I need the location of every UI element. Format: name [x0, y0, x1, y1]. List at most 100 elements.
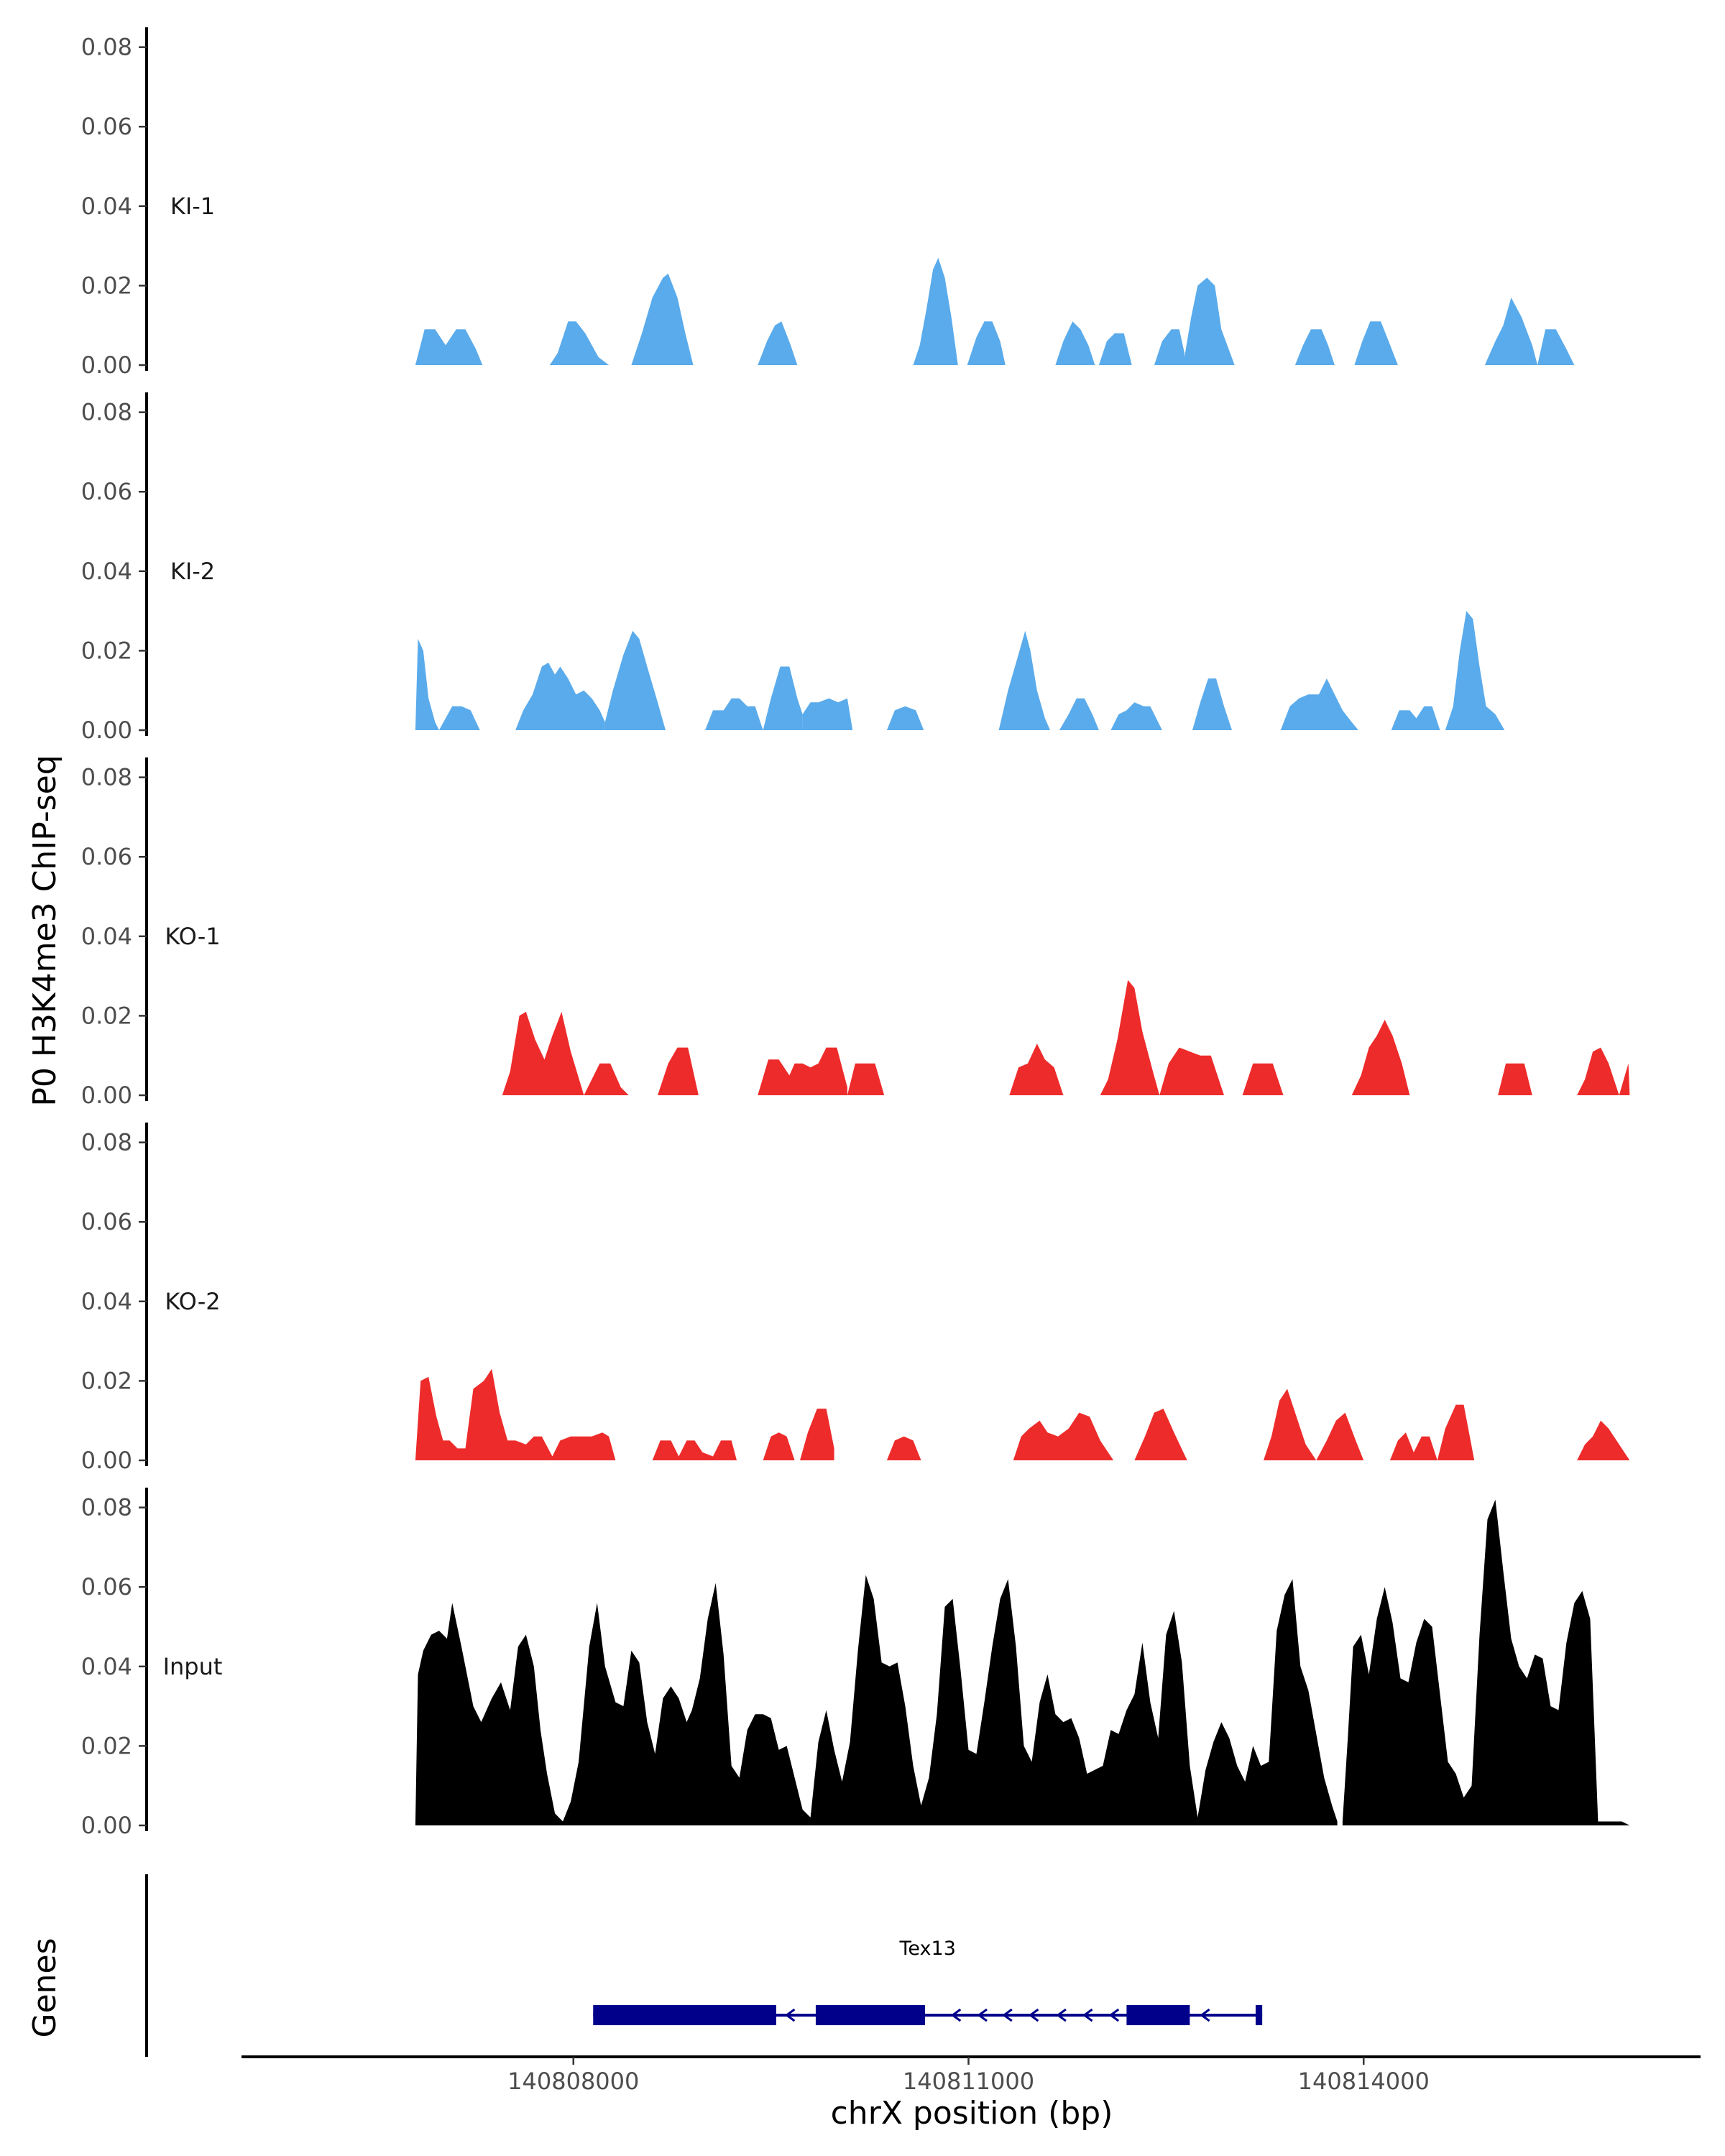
y-tick-label: 0.08 [81, 399, 132, 426]
y-tick-label: 0.04 [81, 923, 132, 950]
signal-peak [1577, 1047, 1619, 1095]
y-tick-label: 0.08 [81, 1129, 132, 1156]
signal-peak [1316, 1412, 1364, 1460]
signal-tracks: 0.00 0.02 0.04 0.06 0.08 KI-1 0.00 0.02 0.04 0.06… [81, 27, 1630, 1839]
track-label-ko-2: KO-2 [165, 1288, 220, 1315]
signal-peak [1445, 611, 1505, 730]
y-tick-label: 0.06 [81, 1573, 132, 1600]
gene-strand-arrow [1056, 2008, 1067, 2022]
signal-peak [438, 706, 480, 730]
gene-label-tex13: Tex13 [899, 1938, 956, 1960]
x-tick-label: 140814000 [1298, 2068, 1430, 2095]
gene-strand-arrow [950, 2008, 962, 2022]
signal-peak [763, 1432, 795, 1460]
signal-peak [886, 1436, 921, 1460]
gene-strand-arrow [1028, 2008, 1039, 2022]
signal-peak [886, 706, 924, 730]
signal-peak [763, 666, 803, 730]
y-tick-label: 0.08 [81, 1494, 132, 1521]
y-tick-label: 0.04 [81, 1653, 132, 1680]
signal-peak [1342, 1499, 1630, 1825]
gene-exon [1126, 2005, 1190, 2025]
x-axis: 140808000 140811000 140814000 [242, 2055, 1701, 2095]
genes-axis-title: Genes [27, 1938, 63, 2037]
signal-peak [415, 1575, 1338, 1825]
track-label-ki-1: KI-1 [170, 193, 215, 220]
y-tick-label: 0.06 [81, 478, 132, 505]
signal-peak [1391, 706, 1440, 730]
signal-peak [1619, 1063, 1630, 1095]
signal-peak [515, 663, 605, 730]
y-tick-label: 0.02 [81, 637, 132, 664]
y-tick-label: 0.00 [81, 717, 132, 744]
signal-peak [1110, 702, 1162, 730]
y-tick-label: 0.02 [81, 1367, 132, 1394]
signal-peak [1577, 1420, 1630, 1460]
signal-peak [847, 1063, 885, 1095]
signal-peak [552, 1432, 616, 1460]
signal-peak [415, 1368, 553, 1460]
signal-peak [415, 638, 439, 730]
y-tick-label: 0.00 [81, 1447, 132, 1474]
signal-peak [1013, 1412, 1114, 1460]
signal-peak [1055, 321, 1095, 365]
y-tick-label: 0.02 [81, 1732, 132, 1759]
signal-peak [1351, 1019, 1410, 1095]
signal-peak [1154, 329, 1184, 365]
signal-peak [1134, 1409, 1187, 1460]
signal-peak [604, 630, 666, 730]
signal-peak [584, 1063, 629, 1095]
signal-peak [1280, 678, 1358, 730]
signal-peak [1192, 678, 1232, 730]
signal-peak [1159, 1047, 1224, 1095]
signal-peak [1242, 1063, 1284, 1095]
gene-strand-arrow [1108, 2008, 1120, 2022]
gene-exon [593, 2005, 776, 2025]
signal-peak [1184, 277, 1235, 365]
y-tick-label: 0.04 [81, 1288, 132, 1315]
gene-exon [815, 2005, 926, 2025]
signal-peak [1498, 1063, 1532, 1095]
signal-peak [802, 698, 853, 730]
signal-peak [1098, 333, 1132, 365]
signal-peak [913, 257, 958, 365]
gene-strand-arrow [1002, 2008, 1013, 2022]
x-tick-label: 140811000 [903, 2068, 1034, 2095]
y-tick-label: 0.04 [81, 558, 132, 585]
y-tick-label: 0.06 [81, 1208, 132, 1235]
y-axis-title: P0 H3K4me3 ChIP-seq [27, 755, 63, 1106]
track-label-input: Input [163, 1653, 223, 1680]
track-label-ko-1: KO-1 [165, 923, 220, 950]
signal-peak [967, 321, 1006, 365]
signal-peak [758, 321, 798, 365]
y-tick-label: 0.06 [81, 113, 132, 140]
signal-peak [415, 329, 483, 365]
gene-strand-arrow [1200, 2008, 1210, 2022]
gene-exon [1255, 2005, 1263, 2025]
track-ko-2: 0.00 0.02 0.04 0.06 0.08 KO-2 [81, 1123, 1630, 1474]
track-label-ki-2: KI-2 [170, 558, 215, 585]
track-input: 0.00 0.02 0.04 0.06 0.08 Input [81, 1488, 1630, 1839]
y-tick-label: 0.00 [81, 1082, 132, 1109]
track-ki-2: 0.00 0.02 0.04 0.06 0.08 KI-2 [81, 392, 1505, 744]
y-tick-label: 0.08 [81, 764, 132, 791]
signal-peak [1294, 329, 1335, 365]
signal-peak [800, 1409, 834, 1460]
signal-peak [1484, 298, 1538, 365]
y-tick-label: 0.04 [81, 193, 132, 220]
signal-peak [1354, 321, 1398, 365]
signal-peak [1264, 1388, 1317, 1460]
signal-peak [502, 1011, 584, 1095]
signal-peak [1389, 1432, 1438, 1460]
track-ko-1: 0.00 0.02 0.04 0.06 0.08 KO-1 [81, 757, 1630, 1109]
signal-peak [705, 698, 763, 730]
gene-strand-arrow [784, 2008, 796, 2022]
signal-peak [1009, 1044, 1064, 1095]
track-ki-1: 0.00 0.02 0.04 0.06 0.08 KI-1 [81, 27, 1575, 379]
x-axis-title: chrX position (bp) [831, 2095, 1113, 2132]
gene-strand-arrow [1082, 2008, 1093, 2022]
signal-peak [1100, 980, 1160, 1095]
y-tick-label: 0.06 [81, 843, 132, 870]
y-tick-label: 0.00 [81, 1812, 132, 1839]
